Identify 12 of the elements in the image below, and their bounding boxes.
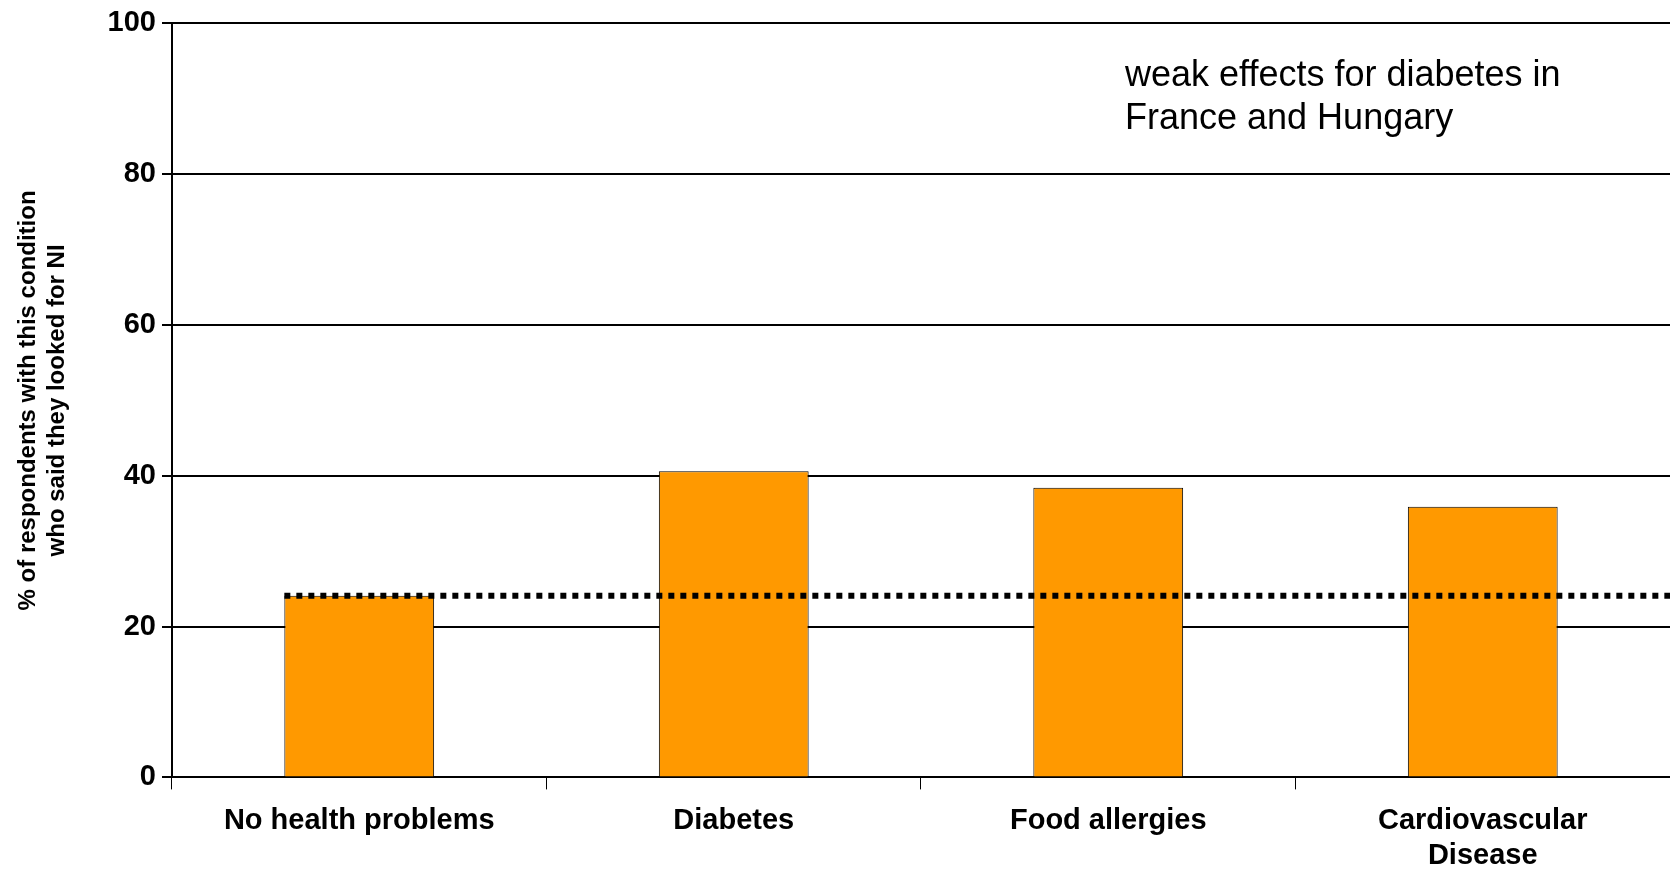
x-tick-label: No health problems <box>223 802 495 835</box>
y-tick-label: 20 <box>123 608 156 641</box>
y-tick-label: 80 <box>123 156 156 189</box>
x-tick-label: Cardiovascular Disease <box>1377 802 1588 870</box>
y-axis-title: % of respondents with this condition who said they looked for NI <box>13 190 69 611</box>
x-tick-label: Food allergies <box>1009 802 1207 835</box>
annotation: weak effects for diabetes in France and Hungary <box>1125 52 1562 139</box>
y-tick-label: 60 <box>123 307 156 339</box>
y-tick-label: 100 <box>107 5 156 38</box>
y-tick-label: 0 <box>139 759 156 792</box>
x-tick-label: Diabetes <box>673 802 795 835</box>
y-tick-label: 40 <box>123 457 156 490</box>
